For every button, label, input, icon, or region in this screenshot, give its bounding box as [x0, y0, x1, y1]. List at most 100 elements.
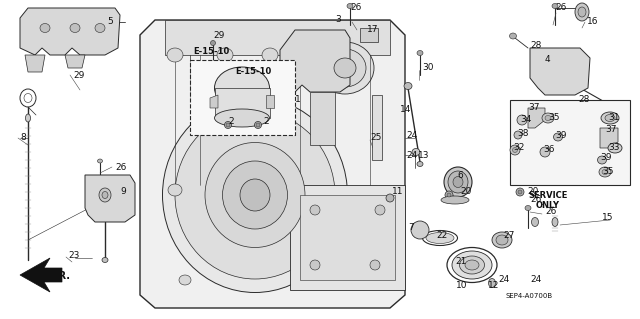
Text: SERVICE: SERVICE — [528, 190, 568, 199]
Text: 26: 26 — [555, 4, 566, 12]
Ellipse shape — [240, 179, 270, 211]
Ellipse shape — [226, 123, 230, 127]
Ellipse shape — [598, 156, 607, 164]
Ellipse shape — [40, 24, 50, 33]
Ellipse shape — [256, 123, 260, 127]
Text: 39: 39 — [600, 153, 611, 162]
Text: 8: 8 — [20, 133, 26, 143]
Text: 36: 36 — [543, 145, 554, 154]
Bar — [300, 195, 395, 280]
Polygon shape — [165, 20, 390, 55]
Ellipse shape — [175, 111, 335, 279]
Ellipse shape — [223, 161, 287, 229]
Text: 26: 26 — [545, 207, 556, 217]
Text: 25: 25 — [370, 133, 381, 143]
Ellipse shape — [599, 167, 611, 177]
Ellipse shape — [525, 205, 531, 211]
Polygon shape — [85, 175, 135, 222]
Text: 38: 38 — [517, 129, 529, 137]
Ellipse shape — [370, 260, 380, 270]
Ellipse shape — [310, 260, 320, 270]
Ellipse shape — [225, 122, 232, 129]
Polygon shape — [600, 128, 618, 148]
Text: 11: 11 — [392, 188, 403, 197]
Ellipse shape — [448, 171, 468, 193]
Polygon shape — [280, 30, 350, 92]
Ellipse shape — [542, 113, 554, 123]
Ellipse shape — [316, 42, 374, 94]
Ellipse shape — [211, 41, 216, 46]
Text: 20: 20 — [460, 188, 472, 197]
Ellipse shape — [608, 103, 616, 110]
Text: E-15-10: E-15-10 — [235, 68, 271, 77]
Ellipse shape — [545, 115, 551, 121]
Ellipse shape — [513, 147, 518, 152]
Text: 24: 24 — [498, 276, 509, 285]
Ellipse shape — [460, 256, 484, 274]
Text: 1: 1 — [295, 95, 301, 105]
Text: 37: 37 — [605, 125, 616, 135]
Bar — [310, 92, 335, 145]
Text: 29: 29 — [73, 70, 84, 79]
Ellipse shape — [417, 50, 423, 56]
Ellipse shape — [167, 48, 183, 62]
Ellipse shape — [375, 205, 385, 215]
Ellipse shape — [412, 149, 420, 155]
Ellipse shape — [70, 24, 80, 33]
Polygon shape — [266, 95, 274, 108]
Ellipse shape — [488, 278, 495, 287]
Text: 34: 34 — [520, 115, 531, 124]
Ellipse shape — [347, 4, 353, 9]
Text: 7: 7 — [408, 224, 413, 233]
Ellipse shape — [411, 221, 429, 239]
Ellipse shape — [578, 7, 586, 17]
Ellipse shape — [205, 143, 305, 248]
Text: 26: 26 — [350, 4, 362, 12]
Ellipse shape — [26, 114, 31, 122]
Text: 32: 32 — [513, 144, 524, 152]
Ellipse shape — [453, 176, 463, 188]
Ellipse shape — [575, 3, 589, 21]
Polygon shape — [528, 108, 545, 128]
Ellipse shape — [601, 112, 619, 124]
Text: 28: 28 — [578, 95, 589, 105]
Text: 35: 35 — [548, 114, 559, 122]
Ellipse shape — [417, 161, 423, 167]
Text: 17: 17 — [367, 26, 378, 34]
Text: 26: 26 — [530, 196, 541, 204]
Text: 10: 10 — [456, 280, 467, 290]
Text: 12: 12 — [488, 280, 499, 290]
Text: 20: 20 — [527, 188, 538, 197]
Text: 24: 24 — [406, 151, 417, 160]
Ellipse shape — [102, 191, 108, 198]
Text: 5: 5 — [107, 18, 113, 26]
Text: 35: 35 — [602, 167, 614, 176]
Polygon shape — [530, 48, 590, 95]
Ellipse shape — [255, 122, 262, 129]
Ellipse shape — [102, 257, 108, 263]
Ellipse shape — [516, 188, 524, 196]
Ellipse shape — [465, 260, 479, 270]
Text: 15: 15 — [602, 213, 614, 222]
Ellipse shape — [492, 232, 512, 248]
Text: 26: 26 — [115, 162, 126, 172]
Ellipse shape — [531, 218, 538, 226]
Ellipse shape — [540, 147, 550, 157]
Ellipse shape — [496, 235, 508, 245]
Ellipse shape — [426, 233, 454, 243]
Ellipse shape — [517, 115, 527, 125]
Ellipse shape — [518, 190, 522, 194]
Ellipse shape — [605, 115, 615, 122]
Text: 3: 3 — [335, 16, 340, 25]
Ellipse shape — [441, 196, 469, 204]
Text: 27: 27 — [503, 231, 515, 240]
Text: 29: 29 — [213, 31, 225, 40]
Bar — [190, 60, 295, 135]
Text: 37: 37 — [528, 103, 540, 113]
Bar — [372, 95, 382, 160]
Text: 24: 24 — [406, 130, 417, 139]
Ellipse shape — [602, 169, 608, 174]
Ellipse shape — [310, 205, 320, 215]
Ellipse shape — [404, 83, 412, 90]
Ellipse shape — [95, 24, 105, 33]
